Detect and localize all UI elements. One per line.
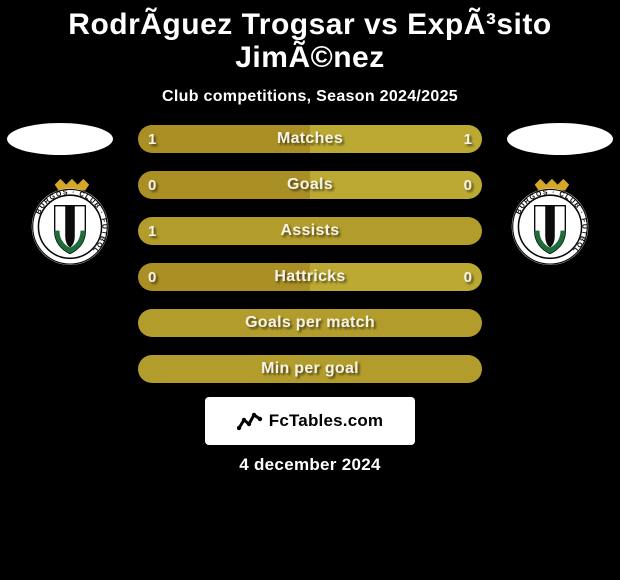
branding-text: FcTables.com bbox=[269, 411, 384, 431]
stat-label: Assists bbox=[138, 217, 482, 245]
stat-label: Matches bbox=[138, 125, 482, 153]
stat-label: Goals per match bbox=[138, 309, 482, 337]
stat-row: Goals per match bbox=[138, 309, 482, 337]
stat-label: Goals bbox=[138, 171, 482, 199]
stat-row: Min per goal bbox=[138, 355, 482, 383]
club-crest-right: BURGOS · CLUB · FUTBOL bbox=[501, 177, 599, 265]
fctables-logo-icon bbox=[237, 410, 263, 432]
date-text: 4 december 2024 bbox=[0, 455, 620, 475]
stat-row: 00Hattricks bbox=[138, 263, 482, 291]
subtitle: Club competitions, Season 2024/2025 bbox=[0, 88, 620, 106]
stat-label: Hattricks bbox=[138, 263, 482, 291]
player-avatar-left bbox=[7, 123, 113, 155]
stat-row: 11Matches bbox=[138, 125, 482, 153]
club-crest-left: BURGOS · CLUB · FUTBOL bbox=[21, 177, 119, 265]
player-avatar-right bbox=[507, 123, 613, 155]
stat-row: 00Goals bbox=[138, 171, 482, 199]
branding-box: FcTables.com bbox=[205, 397, 415, 445]
comparison-infographic: RodrÃ­guez Trogsar vs ExpÃ³sito JimÃ©nez… bbox=[0, 0, 620, 580]
page-title: RodrÃ­guez Trogsar vs ExpÃ³sito JimÃ©nez bbox=[0, 0, 620, 74]
stat-bars: 11Matches 00Goals 1Assists 00Hattricks Goals… bbox=[138, 125, 482, 401]
stat-label: Min per goal bbox=[138, 355, 482, 383]
stat-row: 1Assists bbox=[138, 217, 482, 245]
